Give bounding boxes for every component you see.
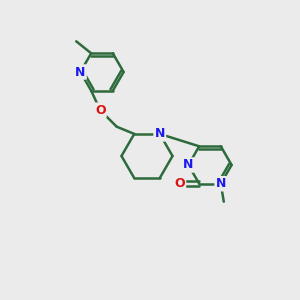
Text: O: O <box>95 104 106 117</box>
Text: N: N <box>154 128 165 140</box>
Text: N: N <box>216 177 226 190</box>
Text: O: O <box>174 177 185 190</box>
Text: N: N <box>75 65 85 79</box>
Text: N: N <box>183 158 194 172</box>
